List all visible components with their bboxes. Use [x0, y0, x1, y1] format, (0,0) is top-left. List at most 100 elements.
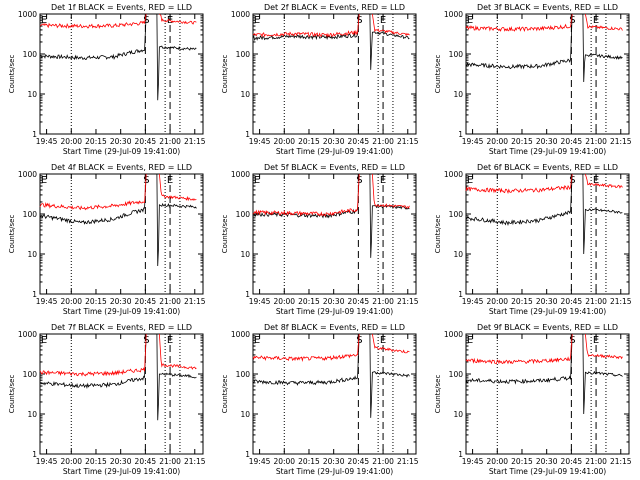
x-tick-label: 21:15 — [397, 137, 419, 146]
x-tick-label: 21:00 — [372, 457, 394, 466]
marker-s: S — [143, 175, 149, 186]
x-tick-label: 21:00 — [585, 297, 607, 306]
x-axis-label: Start Time (29-Jul-09 19:41:00) — [489, 467, 606, 476]
x-tick-label: 20:00 — [486, 137, 508, 146]
y-tick-label: 1000 — [444, 170, 463, 179]
x-tick-label: 20:30 — [110, 297, 132, 306]
events-series — [156, 13, 197, 101]
lld-series — [371, 173, 410, 209]
x-tick-label: 20:00 — [60, 457, 82, 466]
y-tick-label: 1000 — [231, 330, 250, 339]
detector-panel: Det 6f BLACK = Events, RED = LLD 1 10 100 10… — [434, 163, 632, 316]
y-tick-label: 1000 — [231, 10, 250, 19]
marker-e: E — [593, 15, 599, 26]
x-tick-label: 20:30 — [536, 297, 558, 306]
x-tick-label: 20:15 — [298, 137, 320, 146]
y-tick-label: 1 — [458, 290, 463, 299]
y-tick-label: 10 — [240, 90, 250, 99]
x-tick-label: 21:00 — [372, 137, 394, 146]
y-tick-label: 100 — [449, 50, 464, 59]
marker-s: S — [356, 15, 362, 26]
marker-e: E — [41, 15, 47, 26]
y-tick-label: 10 — [453, 90, 463, 99]
x-tick-label: 20:15 — [298, 297, 320, 306]
x-axis-label: Start Time (29-Jul-09 19:41:00) — [489, 147, 606, 156]
x-tick-label: 21:00 — [159, 297, 181, 306]
events-series — [582, 13, 623, 82]
x-tick-label: 20:30 — [536, 137, 558, 146]
marker-e: E — [380, 15, 386, 26]
panel-title: Det 5f BLACK = Events, RED = LLD — [264, 163, 405, 172]
y-axis-label: Counts/sec — [221, 375, 229, 414]
events-series — [39, 333, 147, 390]
x-axis-label: Start Time (29-Jul-09 19:41:00) — [63, 467, 180, 476]
x-axis-label: Start Time (29-Jul-09 19:41:00) — [276, 307, 393, 316]
x-tick-label: 20:00 — [273, 457, 295, 466]
y-tick-label: 1000 — [444, 330, 463, 339]
x-tick-label: 20:15 — [85, 297, 107, 306]
x-tick-label: 20:00 — [60, 137, 82, 146]
x-tick-label: 20:45 — [348, 137, 370, 146]
x-tick-label: 20:30 — [323, 457, 345, 466]
y-tick-label: 10 — [453, 250, 463, 259]
marker-e: E — [254, 335, 260, 346]
x-tick-label: 21:15 — [184, 457, 206, 466]
lld-series — [584, 333, 623, 360]
y-tick-label: 1 — [245, 450, 250, 459]
y-tick-label: 10 — [240, 250, 250, 259]
plot-frame — [39, 13, 204, 135]
x-tick-label: 20:30 — [110, 137, 132, 146]
x-tick-label: 20:00 — [486, 297, 508, 306]
lld-series — [158, 173, 197, 202]
x-tick-label: 20:45 — [348, 297, 370, 306]
y-axis-label: Counts/sec — [434, 375, 442, 414]
detector-panel: Det 5f BLACK = Events, RED = LLD 1 10 100 10… — [221, 163, 419, 316]
x-tick-label: 21:00 — [585, 137, 607, 146]
events-series — [252, 333, 360, 386]
detector-panel: Det 8f BLACK = Events, RED = LLD 1 10 100 10… — [221, 323, 419, 476]
events-series — [39, 13, 147, 61]
lld-series — [252, 13, 360, 38]
y-tick-label: 1000 — [18, 170, 37, 179]
marker-e: E — [467, 335, 473, 346]
events-series — [582, 173, 623, 255]
detector-panel: Det 4f BLACK = Events, RED = LLD 1 10 100 10… — [8, 163, 206, 316]
x-tick-label: 19:45 — [249, 137, 271, 146]
x-tick-label: 19:45 — [36, 457, 58, 466]
x-tick-label: 21:15 — [397, 457, 419, 466]
marker-e: E — [167, 335, 173, 346]
lld-series — [371, 13, 410, 37]
y-tick-label: 1000 — [231, 170, 250, 179]
y-tick-label: 1 — [458, 450, 463, 459]
y-tick-label: 1 — [32, 130, 37, 139]
panel-title: Det 3f BLACK = Events, RED = LLD — [477, 3, 618, 12]
lld-series — [252, 333, 360, 362]
plot-frame — [465, 173, 630, 295]
events-series — [465, 173, 573, 226]
x-tick-label: 21:00 — [159, 457, 181, 466]
x-tick-label: 19:45 — [462, 457, 484, 466]
panel-title: Det 9f BLACK = Events, RED = LLD — [477, 323, 618, 332]
x-tick-label: 21:00 — [159, 137, 181, 146]
marker-e: E — [41, 335, 47, 346]
x-tick-label: 20:45 — [135, 457, 157, 466]
x-tick-label: 21:15 — [397, 297, 419, 306]
y-tick-label: 1 — [32, 450, 37, 459]
y-tick-label: 100 — [236, 50, 251, 59]
x-tick-label: 20:15 — [85, 457, 107, 466]
lld-series — [584, 13, 623, 31]
panel-title: Det 6f BLACK = Events, RED = LLD — [477, 163, 618, 172]
y-tick-label: 100 — [236, 210, 251, 219]
y-axis-label: Counts/sec — [434, 55, 442, 94]
detector-panel: Det 1f BLACK = Events, RED = LLD 1 10 100 10… — [8, 3, 206, 156]
y-tick-label: 100 — [449, 210, 464, 219]
x-tick-label: 21:00 — [585, 457, 607, 466]
x-tick-label: 20:15 — [298, 457, 320, 466]
y-axis-label: Counts/sec — [8, 375, 16, 414]
marker-s: S — [569, 175, 575, 186]
events-series — [369, 173, 410, 258]
x-tick-label: 20:30 — [110, 457, 132, 466]
panel-title: Det 1f BLACK = Events, RED = LLD — [51, 3, 192, 12]
y-tick-label: 100 — [449, 370, 464, 379]
marker-e: E — [254, 175, 260, 186]
